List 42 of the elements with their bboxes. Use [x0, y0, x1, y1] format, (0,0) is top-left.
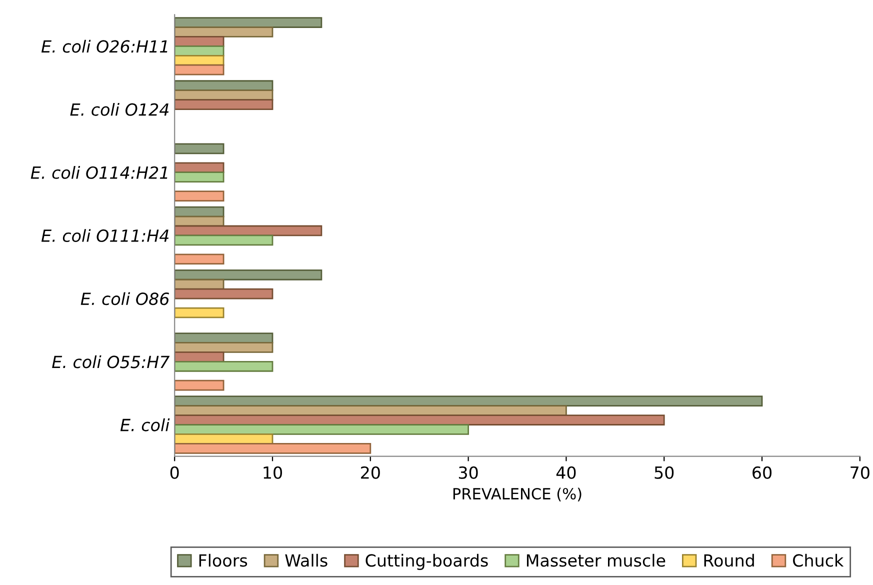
bar: [174, 99, 274, 110]
legend-label: Floors: [199, 554, 248, 567]
bar: [174, 414, 665, 426]
legend-label: Cutting-boards: [366, 554, 488, 570]
y-tick-label: E. coli O86: [80, 292, 169, 306]
bar: [174, 380, 224, 391]
y-tick-label: E. coli: [120, 418, 170, 432]
bar: [174, 288, 274, 300]
y-tick-label: E. coli O124: [70, 102, 169, 116]
x-tick-label: 40: [556, 466, 576, 479]
x-tick-label: 30: [458, 466, 478, 479]
y-tick-label: E. coli O26:H11: [41, 40, 168, 53]
x-tick-label: 10: [264, 466, 282, 479]
bar: [174, 225, 322, 236]
bar: [174, 396, 763, 407]
legend-label: Walls: [285, 554, 328, 567]
bar: [174, 143, 224, 154]
legend-label: Masseter muscle: [526, 554, 666, 567]
bar: [174, 64, 224, 76]
x-tick-label: 50: [654, 466, 674, 479]
y-tick-label: E. coli O114:H21: [30, 166, 168, 179]
legend-label: Chuck: [793, 554, 844, 567]
bar: [174, 234, 274, 246]
x-axis-title: PREVALENCE (%): [453, 488, 582, 502]
bar: [174, 424, 469, 435]
bar: [174, 307, 224, 318]
bar: [174, 360, 274, 372]
x-tick-label: 60: [752, 466, 772, 479]
y-tick-label: E. coli O55:H7: [52, 355, 170, 368]
x-tick-label: 20: [361, 466, 380, 479]
bar: [174, 269, 322, 280]
bar: [174, 172, 224, 183]
bar: [174, 26, 274, 38]
bar: [174, 254, 224, 265]
bar: [174, 190, 224, 202]
y-tick-label: E. coli O111:H4: [41, 229, 169, 242]
x-tick-label: 70: [850, 466, 870, 479]
legend-label: Round: [704, 554, 754, 567]
bar: [174, 442, 372, 454]
bar: [174, 17, 322, 28]
x-tick-label: 0: [170, 466, 179, 479]
bar: [174, 342, 274, 353]
